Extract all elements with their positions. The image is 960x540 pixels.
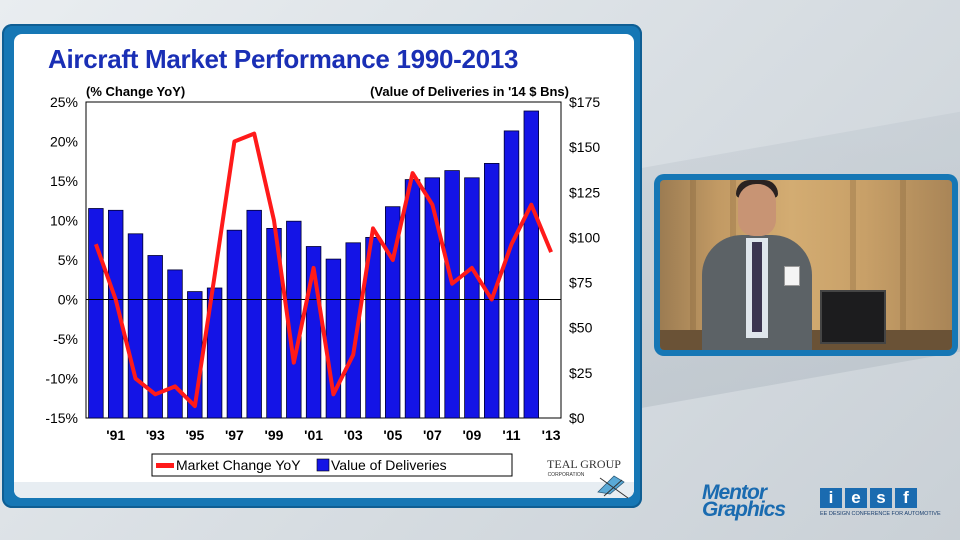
presenter-video[interactable]: [660, 180, 952, 350]
iesf-subtitle: EE DESIGN CONFERENCE FOR AUTOMOTIVE: [820, 511, 941, 517]
plot-area: [85, 101, 562, 419]
teal-group-logo-sub: CORPORATION: [548, 472, 585, 478]
x-tick-label: '13: [542, 427, 561, 443]
left-tick-label: 0%: [58, 292, 78, 308]
curtain-fold: [900, 180, 906, 350]
curtain-fold: [850, 180, 856, 350]
slide-title: Aircraft Market Performance 1990-2013: [48, 44, 519, 74]
teal-group-logo-text: TEAL GROUP: [547, 457, 621, 471]
iesf-letters: i e s f: [820, 488, 942, 508]
mentor-logo-line2: Graphics: [702, 498, 786, 521]
x-tick-label: '09: [462, 427, 481, 443]
presenter-head: [738, 184, 776, 236]
x-tick-label: '07: [423, 427, 442, 443]
name-badge: [784, 266, 800, 286]
bar-delivery-value: [523, 110, 540, 419]
left-tick-label: 5%: [58, 252, 78, 268]
iesf-letter: i: [820, 488, 842, 508]
curtain-fold: [690, 180, 696, 350]
x-tick-label: '01: [304, 427, 323, 443]
bar-delivery-value: [424, 177, 441, 419]
iesf-letter: s: [870, 488, 892, 508]
left-tick-label: 15%: [50, 173, 78, 189]
presenter-tie: [752, 242, 762, 332]
bar-delivery-value: [384, 206, 401, 419]
bar-delivery-value: [226, 229, 243, 419]
legend-line-swatch: [156, 463, 174, 468]
x-tick-label: '05: [383, 427, 402, 443]
slide-bottom-bar: [14, 482, 634, 498]
right-tick-label: $100: [569, 229, 600, 245]
bar-delivery-value: [444, 170, 460, 419]
iesf-logo: i e s f EE DESIGN CONFERENCE FOR AUTOMOT…: [820, 488, 942, 517]
left-tick-label: 20%: [50, 134, 78, 150]
left-tick-label: 25%: [50, 94, 78, 110]
right-tick-label: $75: [569, 275, 593, 291]
bar-delivery-value: [147, 255, 163, 419]
bar-delivery-value: [108, 209, 124, 419]
iesf-letter: f: [895, 488, 917, 508]
right-tick-label: $0: [569, 410, 585, 426]
bar-delivery-value: [345, 242, 361, 419]
left-tick-label: -5%: [53, 331, 78, 347]
left-tick-label: 10%: [50, 213, 78, 229]
teal-bird-icon: [597, 475, 625, 495]
iesf-letter: e: [845, 488, 867, 508]
bar-delivery-value: [167, 269, 183, 419]
mentor-graphics-logo: Mentor Graphics: [702, 481, 786, 521]
x-tick-label: '99: [265, 427, 284, 443]
bar-delivery-value: [503, 130, 520, 419]
left-axis-label: (% Change YoY): [86, 84, 185, 99]
right-tick-label: $150: [569, 139, 600, 155]
bar-delivery-value: [88, 208, 104, 419]
bar-delivery-value: [246, 209, 262, 419]
x-tick-label: '91: [106, 427, 125, 443]
legend-label: Market Change YoY: [176, 457, 301, 473]
x-tick-label: '97: [225, 427, 244, 443]
right-axis-label: (Value of Deliveries in '14 $ Bns): [370, 84, 569, 99]
right-tick-label: $125: [569, 184, 600, 200]
left-tick-label: -10%: [45, 371, 78, 387]
x-tick-label: '93: [146, 427, 165, 443]
bar-delivery-value: [404, 179, 421, 419]
right-tick-label: $25: [569, 365, 593, 381]
x-tick-label: '11: [502, 427, 520, 443]
x-tick-label: '03: [344, 427, 363, 443]
podium-monitor: [820, 290, 886, 344]
right-tick-label: $175: [569, 94, 600, 110]
right-tick-label: $50: [569, 320, 593, 336]
bar-delivery-value: [127, 233, 144, 419]
legend-label: Value of Deliveries: [331, 457, 447, 473]
x-tick-label: '95: [185, 427, 204, 443]
line-market-change: [94, 131, 553, 409]
teal-bird-wing-icon: [599, 477, 629, 499]
bar-delivery-value: [464, 177, 480, 419]
legend-box: [151, 453, 513, 477]
legend-bar-swatch: [316, 458, 330, 472]
mentor-logo-line1: Mentor: [702, 481, 767, 504]
left-tick-label: -15%: [45, 410, 78, 426]
